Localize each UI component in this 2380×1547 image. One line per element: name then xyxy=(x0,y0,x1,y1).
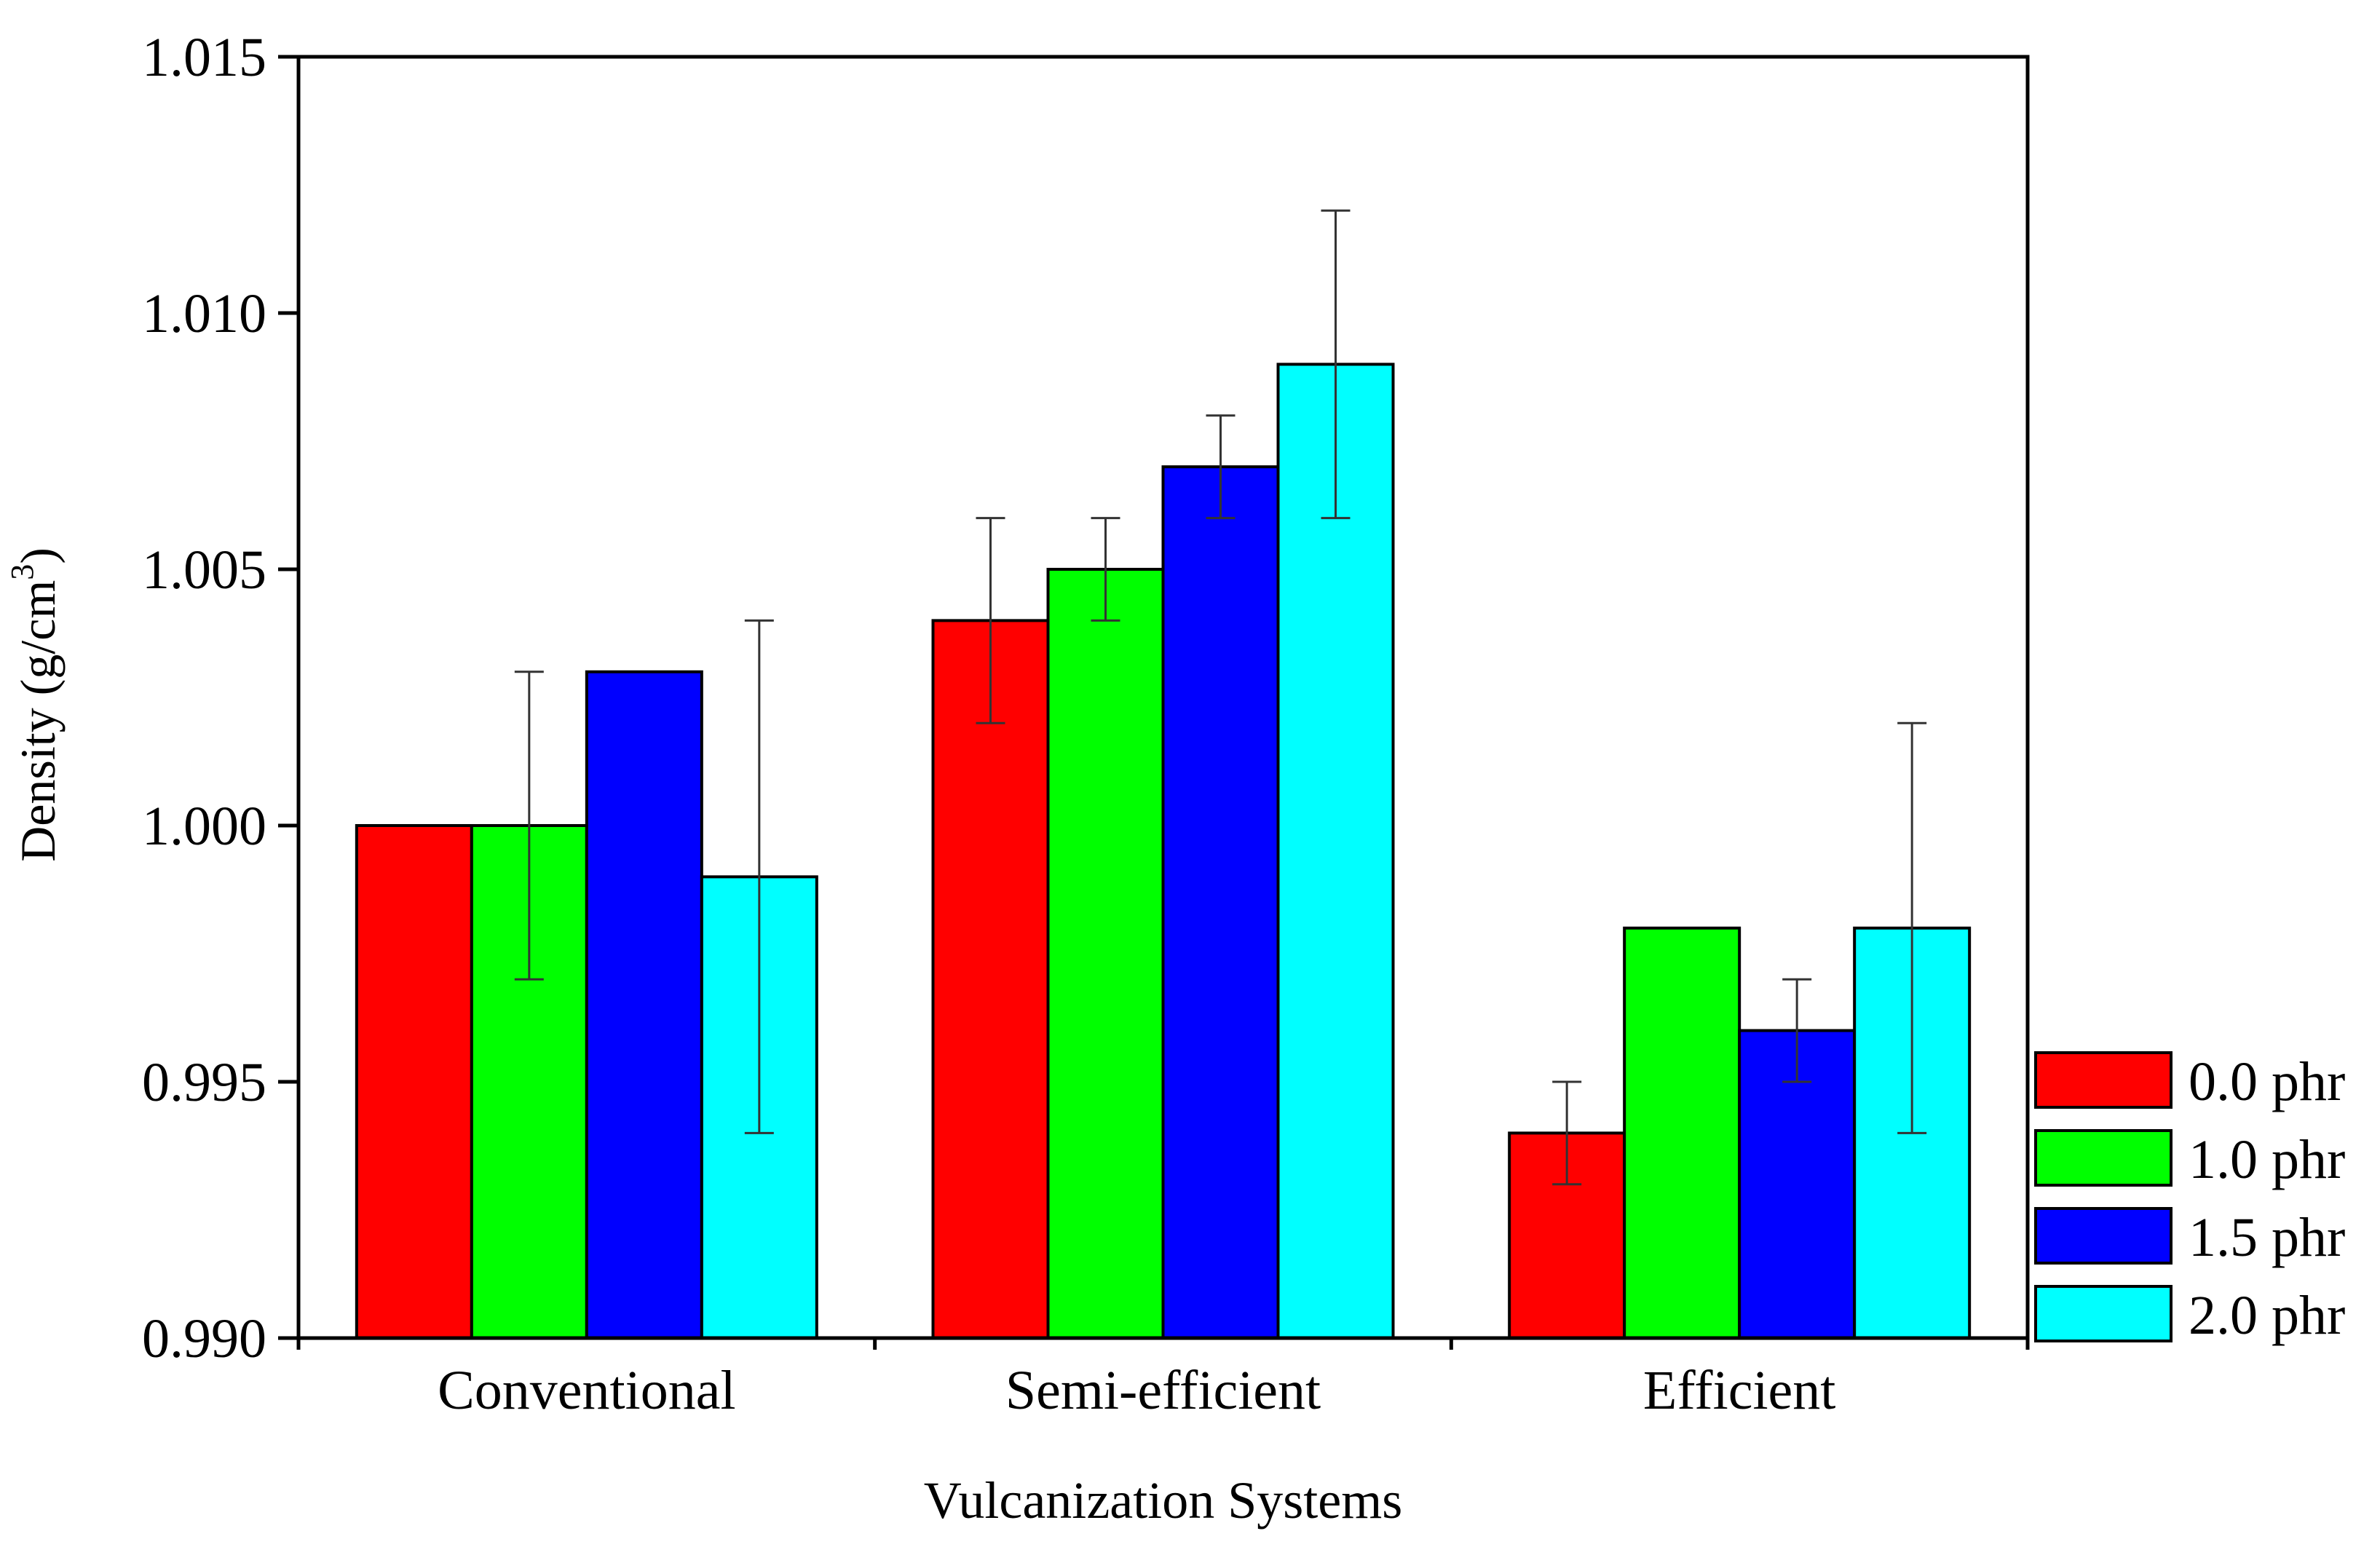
y-tick-label: 1.015 xyxy=(142,27,266,88)
bar xyxy=(1161,465,1280,1340)
bars-layer xyxy=(355,363,1972,1340)
legend-label: 2.0 phr xyxy=(2189,1285,2345,1346)
legend-label: 1.0 phr xyxy=(2189,1129,2345,1190)
y-axis-label: Density (g/cm3) xyxy=(4,547,66,862)
legend-swatch xyxy=(2034,1051,2173,1109)
x-tick-label: Conventional xyxy=(438,1360,736,1421)
y-axis-label-superscript: 3 xyxy=(4,564,40,580)
x-tick-label: Efficient xyxy=(1643,1360,1835,1421)
bar xyxy=(585,670,703,1340)
bar xyxy=(931,619,1050,1340)
y-tick-label: 0.990 xyxy=(142,1308,266,1369)
y-axis-label-suffix: ) xyxy=(10,547,66,564)
legend-label: 1.5 phr xyxy=(2189,1207,2345,1268)
y-axis-label-main: Density (g/cm xyxy=(10,580,66,862)
bar xyxy=(1623,926,1741,1340)
plot-frame xyxy=(296,55,2030,1340)
bar xyxy=(1046,568,1165,1340)
axes-layer: 0.990 0.995 1.000 1.005 1.010 1.015 Convention… xyxy=(142,27,2030,1421)
y-tick-label: 1.005 xyxy=(142,539,266,601)
y-tick-label: 1.000 xyxy=(142,796,266,857)
legend-swatch xyxy=(2034,1129,2173,1187)
x-axis-label: Vulcanization Systems xyxy=(924,1471,1403,1530)
bar xyxy=(355,824,473,1340)
legend-label: 0.0 phr xyxy=(2189,1051,2345,1112)
legend-swatch xyxy=(2034,1207,2173,1265)
error-bars-layer xyxy=(514,209,1927,1186)
y-tick-label: 0.995 xyxy=(142,1052,266,1113)
y-tick-label: 1.010 xyxy=(142,283,266,344)
x-tick-label: Semi-efficient xyxy=(1005,1360,1321,1421)
legend-swatch xyxy=(2034,1285,2173,1342)
legend: 0.0 phr 1.0 phr 1.5 phr 2.0 phr xyxy=(2034,1051,2345,1346)
